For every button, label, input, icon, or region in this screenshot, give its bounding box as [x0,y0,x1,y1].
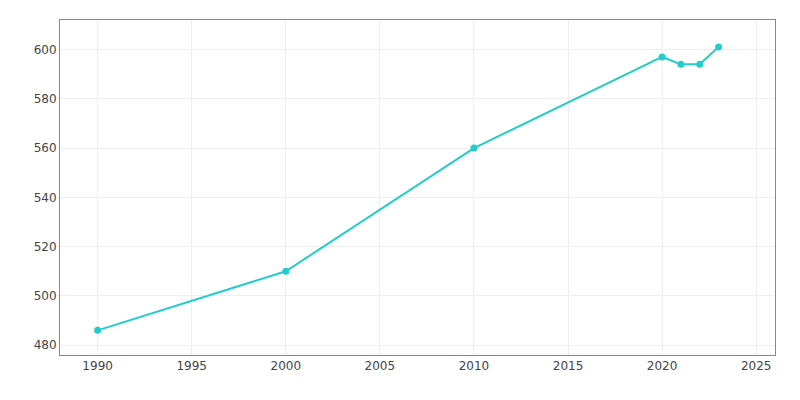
svg-text:2000: 2000 [271,359,302,373]
svg-text:500: 500 [34,289,57,303]
svg-text:2015: 2015 [553,359,584,373]
svg-text:1995: 1995 [176,359,207,373]
svg-text:2010: 2010 [459,359,490,373]
svg-text:2005: 2005 [365,359,396,373]
svg-text:580: 580 [34,92,57,106]
svg-text:540: 540 [34,191,57,205]
svg-text:600: 600 [34,43,57,57]
svg-text:560: 560 [34,141,57,155]
svg-text:520: 520 [34,240,57,254]
svg-text:2025: 2025 [741,359,772,373]
svg-text:480: 480 [34,338,57,352]
svg-text:1990: 1990 [82,359,113,373]
svg-text:2020: 2020 [647,359,678,373]
